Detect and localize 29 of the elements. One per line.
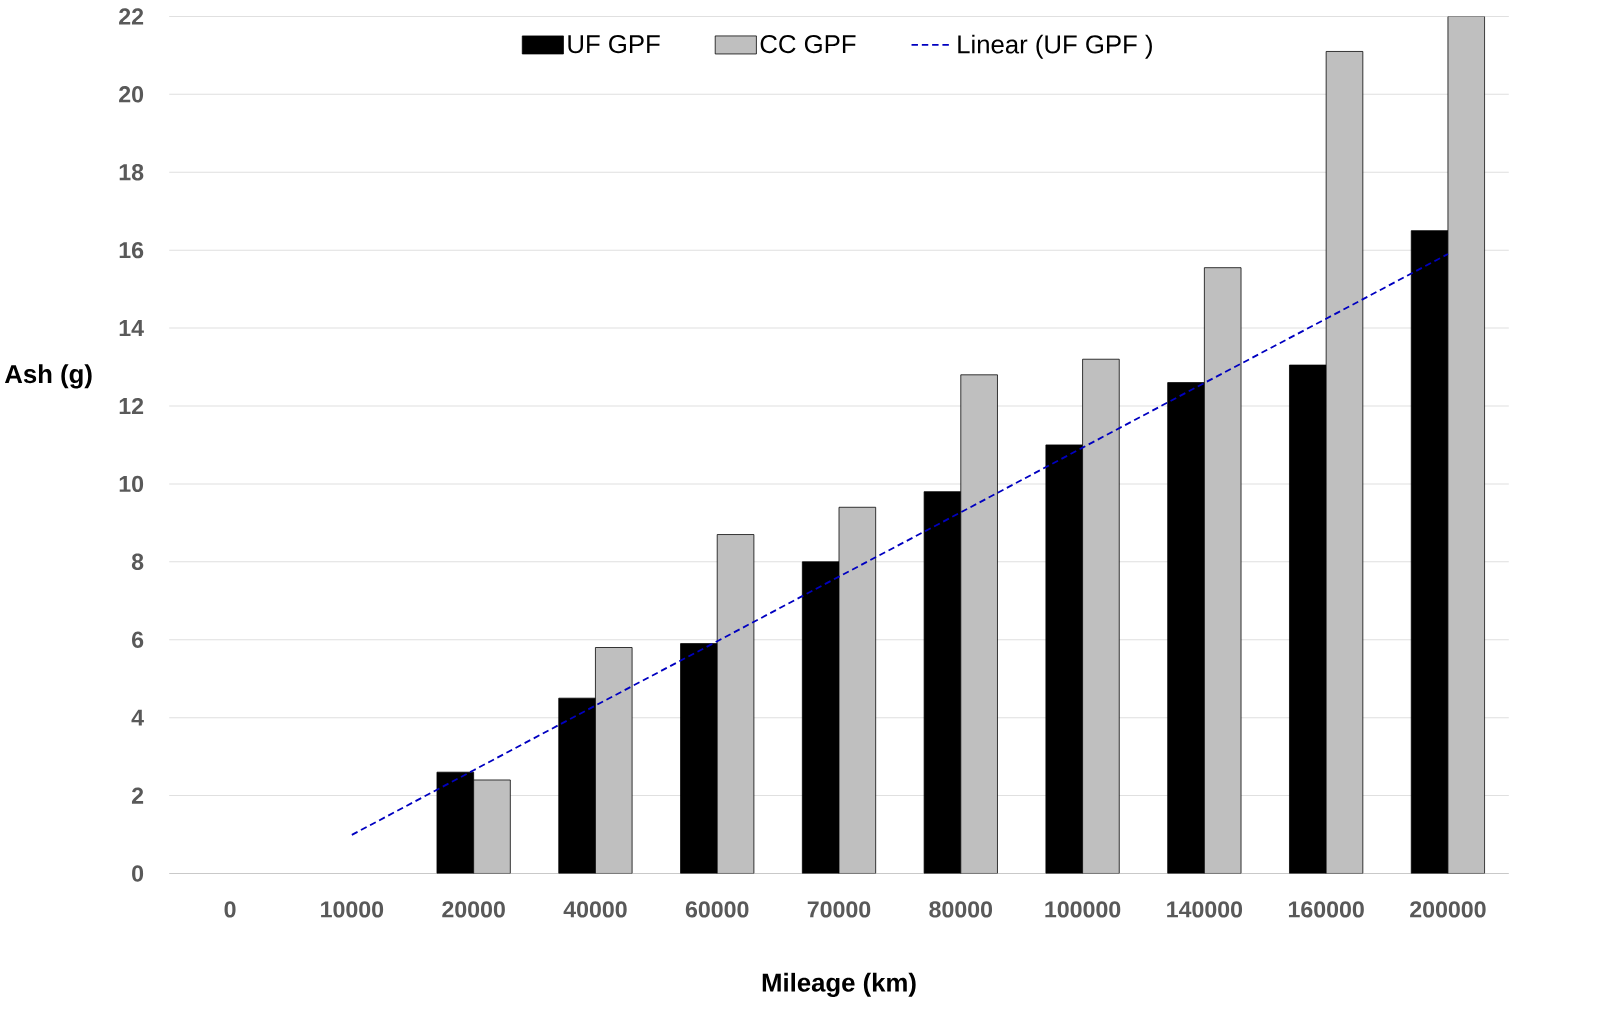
y-tick-label: 22 (119, 8, 144, 25)
y-tick-label: 4 (131, 709, 144, 726)
y-tick-label: 8 (131, 553, 144, 570)
x-axis-title: Mileage (km) (762, 972, 916, 997)
x-tick-label: 40000 (563, 901, 627, 918)
legend-label: UF GPF (568, 34, 660, 54)
y-axis-title: Ash (g) (4, 364, 92, 389)
x-tick-label: 160000 (1288, 901, 1364, 918)
x-tick-label: 140000 (1167, 901, 1243, 918)
y-tick-label: 0 (132, 865, 144, 882)
legend-label: CC GPF (760, 34, 856, 54)
legend-label: Linear (UF GPF ) (958, 34, 1152, 59)
y-tick-label: 16 (119, 241, 144, 259)
y-tick-label: 20 (119, 85, 144, 103)
x-tick-label: 80000 (929, 901, 993, 918)
y-tick-label: 10 (119, 475, 144, 492)
y-tick-label: 6 (132, 631, 144, 648)
x-tick-label: 10000 (321, 901, 384, 918)
x-tick-label: 20000 (442, 901, 505, 918)
x-tick-label: 60000 (685, 901, 749, 918)
x-tick-label: 0 (224, 901, 236, 918)
x-tick-label: 70000 (807, 901, 871, 918)
line-series (350, 253, 1449, 836)
y-tick-label: 18 (119, 163, 144, 181)
x-tick-label: 200000 (1410, 901, 1486, 918)
y-tick-label: 14 (119, 319, 144, 336)
y-tick-label: 2 (131, 787, 144, 804)
x-tick-label: 100000 (1045, 901, 1121, 918)
y-tick-label: 12 (119, 397, 144, 414)
